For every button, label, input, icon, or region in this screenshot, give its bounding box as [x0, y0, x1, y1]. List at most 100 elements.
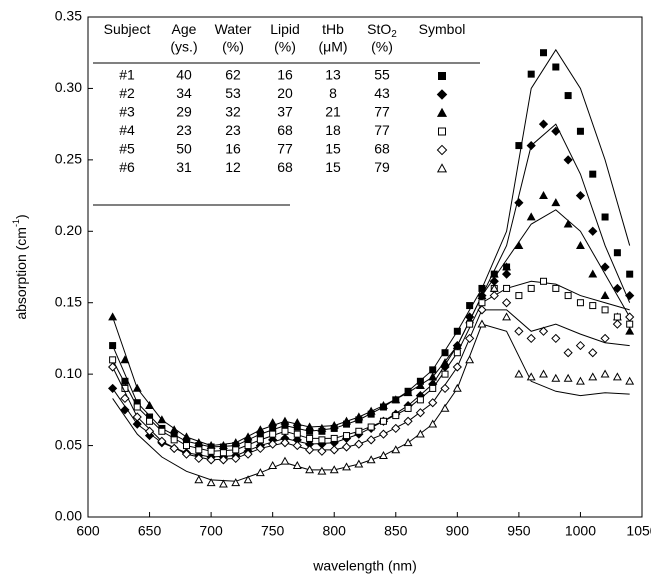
marker-triangle	[231, 438, 241, 447]
table-cell: 77	[277, 141, 293, 157]
marker-square	[109, 342, 117, 350]
marker-triangle	[563, 219, 573, 228]
table-cell: 32	[225, 104, 241, 120]
marker-triangle	[366, 406, 376, 415]
marker-triangle	[477, 319, 487, 328]
table-header-unit: (%)	[222, 39, 244, 55]
marker-triangle	[305, 465, 315, 474]
marker-diamond	[354, 439, 364, 449]
marker-triangle	[305, 422, 315, 431]
marker-triangle	[120, 355, 130, 364]
marker-triangle	[625, 326, 635, 335]
marker-square	[379, 417, 387, 425]
marker-square	[626, 320, 634, 328]
table-header: Water	[215, 21, 252, 37]
table-cell: 37	[277, 104, 293, 120]
marker-triangle	[440, 358, 450, 367]
marker-triangle	[403, 388, 413, 397]
marker-triangle	[354, 412, 364, 421]
marker-square	[589, 170, 597, 178]
marker-diamond	[268, 439, 278, 449]
marker-square	[244, 442, 252, 450]
marker-square	[540, 49, 548, 57]
marker-triangle	[268, 460, 278, 469]
x-tick-label: 850	[384, 523, 408, 539]
marker-square	[438, 72, 446, 80]
table-cell: 15	[325, 141, 341, 157]
marker-diamond	[428, 398, 438, 408]
table-cell: 18	[325, 122, 341, 138]
table-header: Lipid	[270, 21, 300, 37]
x-axis-title: wavelength (nm)	[312, 558, 417, 574]
marker-triangle	[452, 383, 462, 392]
marker-diamond	[108, 362, 118, 372]
marker-diamond	[563, 348, 573, 358]
marker-diamond	[625, 312, 635, 322]
marker-diamond	[206, 455, 216, 465]
marker-square	[429, 366, 437, 374]
marker-square	[343, 432, 351, 440]
marker-diamond	[625, 290, 635, 301]
table-header-text: Lipid	[270, 21, 300, 37]
marker-square	[601, 213, 609, 221]
marker-triangle	[342, 416, 351, 425]
marker-triangle	[452, 340, 462, 349]
marker-diamond	[255, 443, 265, 454]
marker-triangle	[132, 383, 142, 392]
marker-square	[182, 442, 190, 450]
marker-diamond	[132, 419, 142, 429]
marker-triangle	[477, 290, 487, 299]
marker-diamond	[169, 443, 179, 454]
y-tick-label: 0.25	[55, 151, 82, 167]
marker-triangle	[539, 190, 548, 199]
marker-diamond	[391, 423, 401, 434]
table-header-text: Age	[172, 21, 197, 37]
table-cell: 43	[374, 85, 390, 101]
marker-diamond	[108, 383, 118, 394]
marker-triangle	[526, 372, 536, 381]
table-header-text: Subject	[104, 21, 151, 37]
marker-square	[158, 427, 166, 435]
table-cell: 68	[277, 159, 293, 175]
marker-square	[626, 270, 634, 278]
marker-diamond	[526, 333, 536, 344]
marker-triangle	[563, 373, 573, 382]
marker-triangle	[625, 376, 635, 385]
y-tick-label: 0.10	[55, 365, 82, 381]
marker-diamond	[243, 449, 253, 459]
marker-square	[355, 427, 363, 435]
marker-diamond	[575, 190, 586, 201]
marker-triangle	[317, 466, 327, 475]
marker-square	[293, 430, 301, 438]
marker-triangle	[551, 373, 561, 382]
marker-diamond	[304, 445, 315, 455]
marker-triangle	[415, 380, 425, 389]
table-cell: 79	[374, 159, 390, 175]
marker-diamond	[280, 438, 290, 448]
marker-diamond	[501, 298, 512, 308]
marker-diamond	[157, 436, 167, 446]
table-cell: 21	[325, 104, 341, 120]
marker-triangle	[292, 460, 302, 469]
marker-square	[515, 292, 523, 300]
table-cell: 31	[176, 159, 192, 175]
marker-square	[453, 327, 461, 335]
table-header-text: Symbol	[419, 21, 466, 37]
table-cell: 62	[225, 67, 241, 83]
marker-triangle	[551, 198, 561, 207]
marker-square	[219, 449, 227, 457]
table-header-unit: (μM)	[318, 39, 347, 55]
marker-diamond	[317, 446, 327, 456]
marker-diamond	[612, 319, 622, 329]
marker-triangle	[514, 240, 524, 249]
table-header: tHb	[322, 21, 344, 37]
marker-triangle	[108, 312, 118, 321]
marker-square	[466, 320, 474, 328]
marker-diamond	[551, 333, 561, 344]
x-tick-label: 900	[446, 523, 470, 539]
y-tick-label: 0.20	[55, 222, 82, 238]
table-cell: 40	[176, 67, 192, 83]
marker-square	[392, 412, 400, 420]
